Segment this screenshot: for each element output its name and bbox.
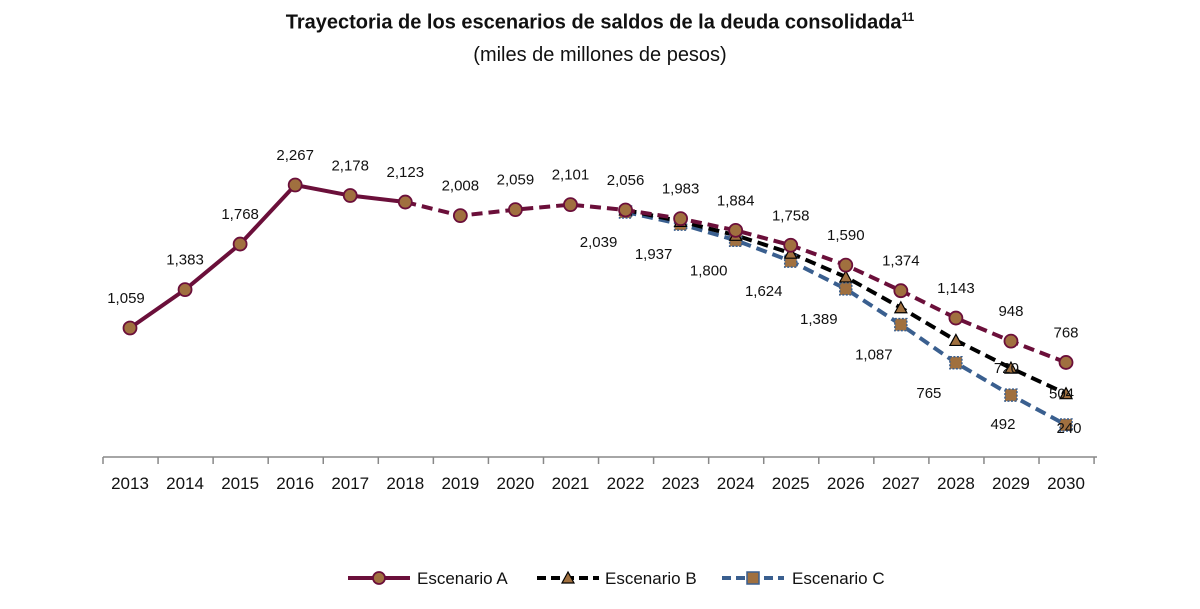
title-footnote: 11 xyxy=(901,10,915,24)
chart-title: Trayectoria de los escenarios de saldos … xyxy=(285,10,915,34)
data-label-escenario-a: 1,983 xyxy=(662,181,700,198)
data-label-escenario-c: 1,389 xyxy=(800,311,838,328)
legend-item-escenario-a: Escenario A xyxy=(348,569,508,588)
x-tick-label: 2030 xyxy=(1047,474,1085,493)
data-label-escenario-c: 2,039 xyxy=(580,234,618,251)
series-line-escenario-c xyxy=(625,210,1067,427)
x-tick-label: 2018 xyxy=(386,474,424,493)
x-tick-label: 2017 xyxy=(331,474,369,493)
x-tick-label: 2016 xyxy=(276,474,314,493)
data-point-escenario-a xyxy=(232,236,248,252)
data-label-escenario-c: 492 xyxy=(990,416,1015,433)
data-point-escenario-a xyxy=(838,257,854,273)
data-point-escenario-b xyxy=(783,245,798,259)
data-point-escenario-a xyxy=(783,237,799,253)
data-label-escenario-b: 720 xyxy=(994,360,1019,377)
x-tick-label: 2015 xyxy=(221,474,259,493)
data-label-escenario-a: 2,178 xyxy=(331,158,369,175)
data-label-escenario-a: 2,008 xyxy=(442,178,480,195)
data-point-escenario-a xyxy=(1058,355,1074,370)
data-point-escenario-a xyxy=(452,208,468,224)
legend-marker xyxy=(372,571,386,585)
legend-label: Escenario A xyxy=(417,569,508,588)
data-label-escenario-a: 1,059 xyxy=(107,290,145,307)
legend-label: Escenario B xyxy=(605,569,697,588)
x-tick-label: 2029 xyxy=(992,474,1030,493)
data-label-escenario-a: 1,374 xyxy=(882,253,920,270)
x-tick-label: 2026 xyxy=(827,474,865,493)
data-point-escenario-a xyxy=(893,283,909,299)
data-label-escenario-a: 1,143 xyxy=(937,280,975,297)
x-tick-label: 2027 xyxy=(882,474,920,493)
data-point-escenario-a xyxy=(397,194,413,210)
data-point-escenario-c xyxy=(894,317,908,332)
data-point-escenario-b xyxy=(1059,386,1074,400)
data-point-escenario-c xyxy=(1059,418,1073,432)
legend-item-escenario-b: Escenario B xyxy=(537,569,697,588)
data-point-escenario-a xyxy=(342,188,358,203)
data-label-escenario-a: 1,768 xyxy=(221,206,259,223)
legend-label: Escenario C xyxy=(792,569,885,588)
x-tick-label: 2014 xyxy=(166,474,204,493)
x-tick-label: 2021 xyxy=(552,474,590,493)
data-point-escenario-b xyxy=(838,269,853,283)
data-point-escenario-a xyxy=(287,177,303,193)
chart-subtitle: (miles de millones de pesos) xyxy=(473,44,727,66)
series-line-escenario-a-solid xyxy=(128,182,406,330)
data-label-escenario-a: 2,101 xyxy=(552,167,590,184)
data-point-escenario-a xyxy=(563,197,578,213)
data-point-escenario-c xyxy=(1004,388,1018,402)
x-tick-label: 2013 xyxy=(111,474,149,493)
x-tick-label: 2025 xyxy=(772,474,810,493)
data-label-escenario-c: 1,937 xyxy=(635,246,673,263)
data-label-escenario-a: 1,758 xyxy=(772,207,810,224)
x-tick-label: 2022 xyxy=(607,474,645,493)
data-point-escenario-b xyxy=(893,300,908,314)
data-point-escenario-c xyxy=(839,282,853,296)
x-tick-label: 2028 xyxy=(937,474,975,493)
data-point-escenario-a xyxy=(673,211,688,227)
legend-marker xyxy=(746,571,760,585)
legend: Escenario A Escenario B Escenario C xyxy=(348,569,885,588)
data-point-escenario-a xyxy=(122,320,138,336)
data-label-escenario-b: 504 xyxy=(1049,386,1074,403)
x-tick-label: 2020 xyxy=(497,474,535,493)
data-label-escenario-a: 1,590 xyxy=(827,227,865,244)
data-point-escenario-a xyxy=(1003,333,1019,349)
data-point-escenario-a xyxy=(948,310,964,326)
data-label-escenario-c: 1,624 xyxy=(745,283,783,300)
data-point-escenario-a xyxy=(508,202,523,218)
data-label-escenario-a: 768 xyxy=(1054,324,1079,341)
data-label-escenario-a: 1,884 xyxy=(717,192,755,209)
data-point-escenario-a xyxy=(728,222,744,238)
x-tick-label: 2019 xyxy=(441,474,479,493)
legend-item-escenario-c: Escenario C xyxy=(722,569,885,588)
data-label-escenario-a: 2,059 xyxy=(497,172,535,189)
data-label-escenario-a: 2,123 xyxy=(387,164,425,181)
data-point-escenario-b xyxy=(1003,360,1018,374)
data-label-escenario-a: 2,056 xyxy=(607,172,645,189)
x-tick-label: 2024 xyxy=(717,474,755,493)
data-label-escenario-c: 765 xyxy=(916,385,941,402)
data-point-escenario-c xyxy=(949,356,963,370)
data-label-escenario-c: 1,087 xyxy=(855,347,893,364)
data-label-escenario-c: 240 xyxy=(1057,420,1082,437)
data-point-escenario-a xyxy=(618,202,633,218)
x-tick-label: 2023 xyxy=(662,474,700,493)
data-point-escenario-a xyxy=(177,282,193,298)
data-point-escenario-b xyxy=(948,333,963,347)
data-label-escenario-a: 1,383 xyxy=(166,252,204,269)
legend-marker xyxy=(560,570,576,584)
data-label-escenario-c: 1,800 xyxy=(690,262,728,279)
data-label-escenario-a: 948 xyxy=(998,303,1023,320)
data-label-escenario-a: 2,267 xyxy=(276,147,314,164)
